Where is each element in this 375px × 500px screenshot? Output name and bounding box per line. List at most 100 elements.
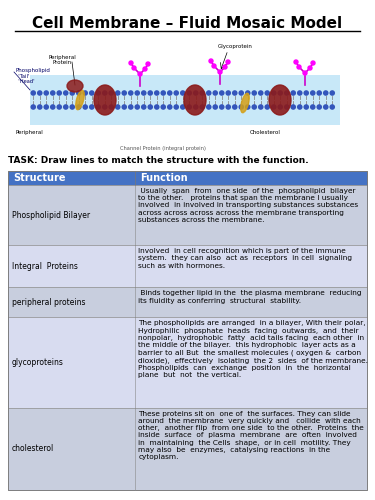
Circle shape bbox=[232, 90, 237, 96]
Text: 'Tail': 'Tail' bbox=[15, 74, 30, 79]
Circle shape bbox=[82, 90, 88, 96]
Text: Phospholipid Bilayer: Phospholipid Bilayer bbox=[12, 210, 90, 220]
Ellipse shape bbox=[184, 85, 206, 115]
Circle shape bbox=[311, 61, 315, 65]
Circle shape bbox=[291, 104, 296, 110]
Circle shape bbox=[50, 90, 55, 96]
Bar bbox=[8, 171, 367, 185]
Circle shape bbox=[69, 104, 75, 110]
Bar bbox=[8, 288, 367, 318]
Circle shape bbox=[30, 90, 36, 96]
Circle shape bbox=[271, 90, 276, 96]
Circle shape bbox=[63, 104, 69, 110]
Text: Usually  span  from  one side  of the  phospholipid  bilayer
to the other.   pro: Usually span from one side of the phosph… bbox=[138, 188, 358, 223]
Circle shape bbox=[303, 71, 307, 75]
Circle shape bbox=[154, 90, 159, 96]
Circle shape bbox=[57, 104, 62, 110]
Circle shape bbox=[147, 104, 153, 110]
Circle shape bbox=[146, 62, 150, 66]
Circle shape bbox=[69, 90, 75, 96]
Circle shape bbox=[180, 104, 186, 110]
Circle shape bbox=[154, 104, 159, 110]
Circle shape bbox=[252, 104, 257, 110]
Circle shape bbox=[252, 90, 257, 96]
Circle shape bbox=[284, 90, 290, 96]
Circle shape bbox=[323, 104, 328, 110]
Circle shape bbox=[284, 104, 290, 110]
Ellipse shape bbox=[67, 80, 83, 92]
Circle shape bbox=[128, 90, 134, 96]
Bar bbox=[8, 245, 367, 288]
Circle shape bbox=[238, 90, 244, 96]
Circle shape bbox=[135, 90, 140, 96]
Circle shape bbox=[264, 104, 270, 110]
Circle shape bbox=[330, 90, 335, 96]
Circle shape bbox=[200, 104, 205, 110]
Circle shape bbox=[160, 104, 166, 110]
Text: Function: Function bbox=[141, 173, 188, 183]
Circle shape bbox=[209, 59, 213, 63]
Circle shape bbox=[200, 90, 205, 96]
Circle shape bbox=[258, 90, 264, 96]
Circle shape bbox=[122, 90, 127, 96]
Circle shape bbox=[30, 104, 36, 110]
Circle shape bbox=[76, 90, 81, 96]
Text: Peripheral: Peripheral bbox=[15, 130, 43, 135]
Circle shape bbox=[278, 90, 283, 96]
Circle shape bbox=[76, 104, 81, 110]
Circle shape bbox=[143, 67, 147, 71]
Circle shape bbox=[122, 104, 127, 110]
Text: 'Head': 'Head' bbox=[15, 79, 34, 84]
Bar bbox=[30, 75, 340, 125]
Circle shape bbox=[213, 90, 218, 96]
Circle shape bbox=[44, 90, 49, 96]
Circle shape bbox=[135, 104, 140, 110]
Text: glycoproteins: glycoproteins bbox=[12, 358, 64, 367]
Ellipse shape bbox=[76, 90, 84, 110]
Circle shape bbox=[63, 90, 69, 96]
Circle shape bbox=[108, 90, 114, 96]
Circle shape bbox=[316, 90, 322, 96]
Text: Phospholipid: Phospholipid bbox=[15, 68, 50, 73]
Circle shape bbox=[141, 90, 147, 96]
Circle shape bbox=[160, 90, 166, 96]
Text: These proteins sit on  one of  the surfaces. They can slide
around  the membrane: These proteins sit on one of the surface… bbox=[138, 410, 364, 460]
Circle shape bbox=[174, 90, 179, 96]
Circle shape bbox=[223, 65, 227, 69]
Circle shape bbox=[147, 90, 153, 96]
Circle shape bbox=[132, 66, 136, 70]
Bar bbox=[8, 33, 367, 153]
Circle shape bbox=[219, 104, 225, 110]
Text: cholesterol: cholesterol bbox=[12, 444, 54, 454]
Circle shape bbox=[115, 104, 120, 110]
Text: Cholesterol: Cholesterol bbox=[250, 130, 281, 135]
Circle shape bbox=[174, 104, 179, 110]
Text: Cell Membrane – Fluid Mosaic Model: Cell Membrane – Fluid Mosaic Model bbox=[32, 16, 343, 31]
Bar bbox=[8, 408, 367, 490]
Circle shape bbox=[278, 104, 283, 110]
Circle shape bbox=[138, 72, 142, 76]
Circle shape bbox=[186, 104, 192, 110]
Text: Involved  in cell recognition which is part of the immune
system.  they can also: Involved in cell recognition which is pa… bbox=[138, 248, 352, 268]
Circle shape bbox=[323, 90, 328, 96]
Circle shape bbox=[108, 104, 114, 110]
Circle shape bbox=[212, 64, 216, 68]
Circle shape bbox=[297, 65, 301, 69]
Circle shape bbox=[310, 90, 315, 96]
Circle shape bbox=[294, 60, 298, 64]
Circle shape bbox=[218, 70, 222, 74]
Circle shape bbox=[245, 104, 250, 110]
Circle shape bbox=[238, 104, 244, 110]
Circle shape bbox=[180, 90, 186, 96]
Circle shape bbox=[219, 90, 225, 96]
Circle shape bbox=[206, 104, 212, 110]
Circle shape bbox=[141, 104, 147, 110]
Ellipse shape bbox=[94, 85, 116, 115]
Circle shape bbox=[258, 104, 264, 110]
Circle shape bbox=[186, 90, 192, 96]
Text: Integral  Proteins: Integral Proteins bbox=[12, 262, 78, 271]
Circle shape bbox=[303, 90, 309, 96]
Circle shape bbox=[225, 104, 231, 110]
Circle shape bbox=[129, 61, 133, 65]
Circle shape bbox=[297, 104, 303, 110]
